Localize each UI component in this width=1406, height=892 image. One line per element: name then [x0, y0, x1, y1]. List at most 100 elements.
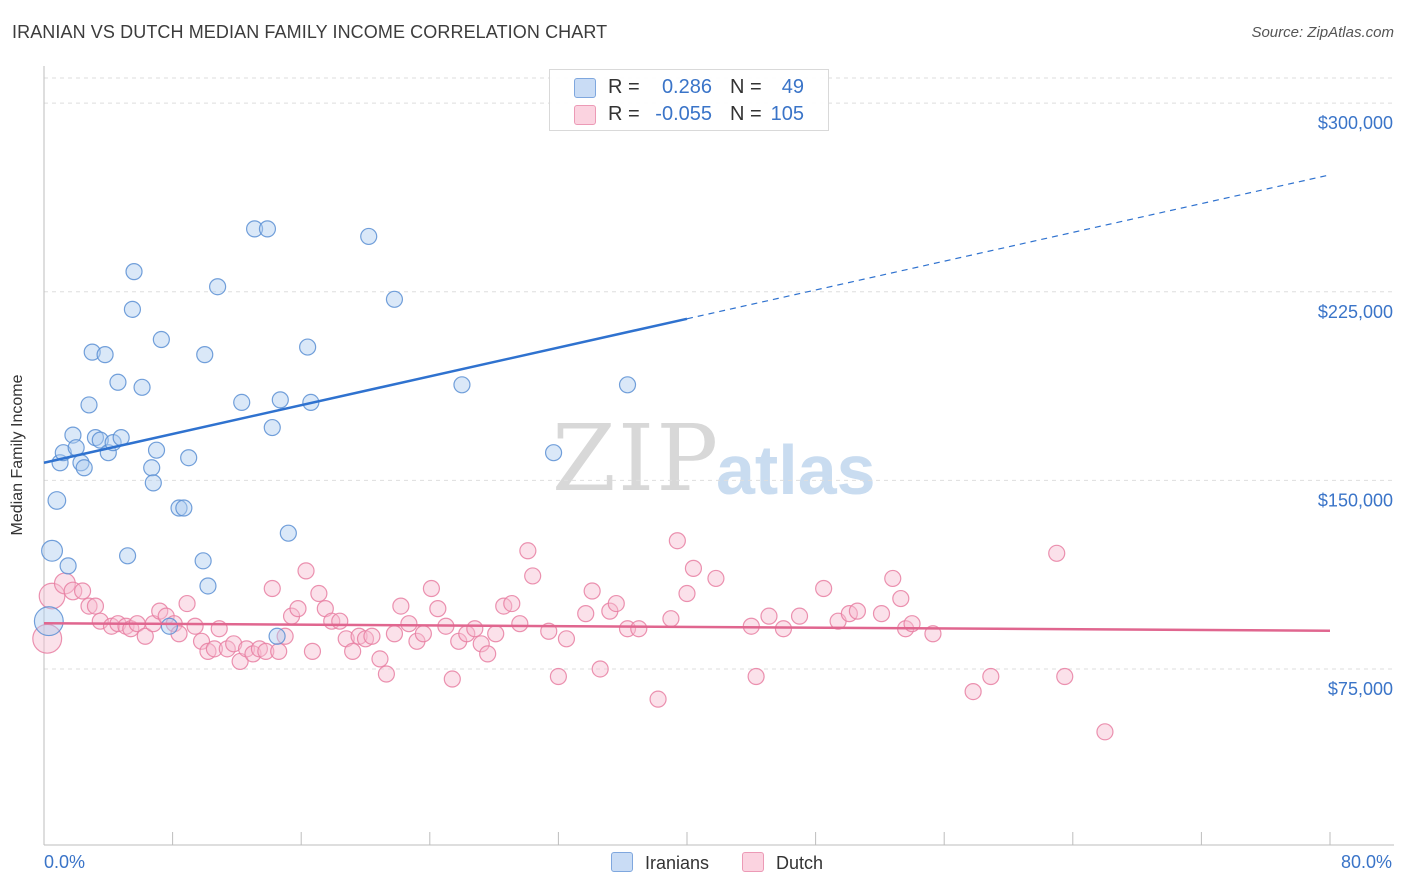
iranian-point: [196, 346, 214, 364]
dutch-point: [503, 594, 521, 613]
iranian-point: [64, 426, 82, 444]
dutch-point: [297, 562, 315, 580]
dutch-point: [790, 607, 809, 625]
iranian-point: [33, 606, 64, 637]
dutch-point: [1096, 723, 1114, 741]
dutch-point: [385, 625, 404, 643]
iranian-point: [80, 396, 98, 414]
dutch-point: [577, 605, 595, 623]
dutch-point: [80, 597, 98, 615]
dutch-point: [38, 582, 66, 610]
iranian-point: [170, 499, 188, 517]
bottom-legend-label-dutch: Dutch: [776, 853, 824, 873]
dutch-point: [760, 607, 778, 625]
iranian-point: [47, 491, 67, 510]
iranian-point: [175, 499, 193, 517]
dutch-point: [178, 594, 196, 613]
dutch-point: [91, 612, 109, 630]
iranian-point: [279, 524, 297, 542]
dutch-point: [429, 600, 447, 618]
iranian-point: [258, 220, 277, 238]
dutch-point: [257, 642, 275, 660]
legend-r-label: R =: [608, 76, 640, 98]
dutch-point: [192, 632, 211, 650]
correlation-legend: R = 0.286 N = 49 R = -0.055 N = 105: [549, 69, 829, 131]
iranian-point: [143, 459, 161, 477]
dutch-point: [630, 620, 648, 638]
dutch-point: [607, 594, 625, 613]
dutch-point: [86, 597, 105, 615]
dutch-point: [892, 589, 910, 608]
dutch-point: [924, 625, 942, 643]
dutch-point: [392, 597, 410, 615]
dutch-point: [684, 559, 703, 577]
dutch-point: [466, 620, 484, 638]
dutch-point: [549, 667, 568, 686]
legend-n-value: 105: [770, 103, 804, 125]
dutch-point: [519, 542, 537, 560]
axes: [43, 66, 1394, 846]
iranian-point: [268, 627, 286, 645]
iranian-point: [160, 617, 178, 635]
dutch-point: [186, 617, 204, 635]
dutch-point: [422, 579, 441, 598]
iranian-point: [194, 552, 212, 570]
legend-row-iranians: R = 0.286 N = 49: [550, 74, 828, 100]
dutch-point: [270, 642, 288, 660]
dutch-trend-line: [43, 621, 1331, 632]
iranian-point: [299, 338, 317, 356]
iranian-point: [91, 431, 109, 449]
dutch-point: [1056, 667, 1074, 686]
iranian-point: [133, 378, 151, 396]
dutch-point: [363, 627, 381, 645]
dutch-point: [511, 615, 529, 633]
dutch-point: [117, 617, 135, 635]
dutch-point: [848, 602, 866, 620]
dutch-point: [289, 600, 307, 618]
dutch-point: [662, 610, 680, 628]
iranian-point: [209, 278, 227, 296]
iranian-point: [83, 343, 101, 361]
dutch-point: [331, 612, 349, 630]
bottom-legend-dutch: Dutch: [742, 852, 823, 874]
dutch-point: [815, 579, 833, 598]
iranian-point: [125, 263, 143, 281]
bottom-legend-label-iranians: Iranians: [645, 853, 710, 873]
dutch-point: [344, 642, 362, 660]
y-tick-label: $75,000: [1328, 679, 1393, 699]
iranian-point: [118, 547, 137, 565]
iranian-point: [123, 300, 142, 318]
dutch-point: [400, 615, 418, 633]
legend-row-dutch: R = -0.055 N = 105: [550, 101, 828, 127]
legend-n-label: N =: [730, 103, 762, 125]
iranian-point: [144, 474, 162, 492]
iranian-point: [385, 290, 404, 308]
y-tick-label: $225,000: [1318, 302, 1393, 322]
iranian-point: [152, 330, 170, 349]
iranian-point: [41, 539, 64, 562]
iranian-point: [271, 391, 289, 409]
iranian-point: [75, 459, 93, 477]
iranian-points: [33, 220, 637, 645]
dutch-point: [443, 670, 461, 688]
iranian-point: [59, 557, 77, 575]
y-tick-label: $150,000: [1318, 490, 1393, 510]
x-tick-max: 80.0%: [1340, 852, 1392, 872]
dutch-point: [557, 630, 576, 648]
dutch-point: [73, 582, 92, 600]
iranian-trend-extension: [686, 174, 1331, 320]
iranian-point: [618, 376, 637, 394]
y-tick-labels: $75,000 $150,000 $225,000 $300,000: [1318, 113, 1393, 699]
dutch-point: [591, 660, 609, 678]
dutch-point: [263, 579, 281, 598]
legend-n-label: N =: [730, 76, 762, 98]
legend-r-value: -0.055: [655, 103, 712, 125]
dutch-point: [487, 625, 505, 643]
dutch-point: [371, 650, 389, 668]
dutch-point: [414, 625, 432, 643]
dutch-point: [136, 627, 154, 645]
bottom-legend-swatch-dutch: [742, 852, 764, 872]
dutch-point: [303, 642, 322, 660]
iranian-point: [147, 441, 166, 459]
